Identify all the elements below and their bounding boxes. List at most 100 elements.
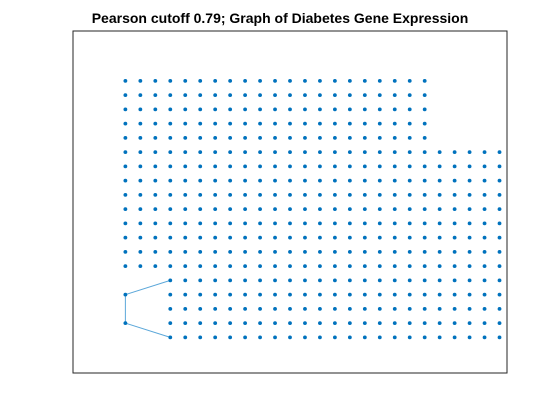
graph-node — [482, 335, 487, 340]
graph-node — [213, 121, 218, 126]
graph-node — [422, 278, 427, 283]
graph-node — [138, 150, 143, 155]
graph-node — [437, 150, 442, 155]
graph-node — [273, 249, 277, 254]
graph-node — [123, 121, 128, 126]
graph-node — [362, 264, 367, 269]
graph-node — [407, 192, 412, 197]
graph-node — [347, 249, 352, 254]
graph-node — [213, 178, 218, 183]
graph-node — [168, 278, 173, 283]
graph-node — [168, 192, 173, 197]
graph-node — [243, 135, 248, 140]
graph-node — [452, 306, 457, 311]
graph-node — [153, 121, 158, 126]
graph-node — [422, 192, 427, 197]
graph-node — [258, 335, 262, 340]
graph-node — [422, 164, 427, 169]
graph-node — [377, 192, 382, 197]
graph-node — [437, 207, 442, 212]
graph-node — [377, 249, 382, 254]
graph-node — [288, 207, 292, 212]
graph-node — [347, 121, 352, 126]
graph-node — [318, 107, 322, 112]
graph-node — [228, 221, 233, 226]
graph-node — [168, 321, 173, 326]
graph-node — [377, 121, 382, 126]
graph-node — [407, 235, 412, 240]
graph-node — [362, 306, 367, 311]
graph-node — [138, 107, 143, 112]
graph-node — [452, 221, 457, 226]
graph-node — [258, 93, 262, 98]
graph-node — [362, 121, 367, 126]
graph-node — [213, 278, 218, 283]
graph-node — [362, 278, 367, 283]
graph-node — [347, 135, 352, 140]
chart-title: Pearson cutoff 0.79; Graph of Diabetes G… — [91, 10, 469, 26]
graph-node — [377, 107, 382, 112]
graph-node — [362, 78, 367, 83]
graph-node — [123, 178, 128, 183]
graph-node — [228, 121, 233, 126]
graph-node — [153, 78, 158, 83]
graph-node — [138, 135, 143, 140]
graph-node — [392, 207, 397, 212]
graph-node — [362, 107, 367, 112]
graph-node — [288, 249, 292, 254]
graph-node — [392, 335, 397, 340]
graph-node — [347, 192, 352, 197]
graph-node — [138, 264, 143, 269]
graph-node — [198, 207, 203, 212]
graph-node — [228, 78, 233, 83]
graph-node — [213, 321, 218, 326]
graph-node — [303, 107, 307, 112]
graph-node — [243, 292, 248, 297]
graph-node — [168, 264, 173, 269]
graph-node — [332, 292, 337, 297]
graph-node — [258, 164, 262, 169]
graph-node — [303, 249, 307, 254]
graph-node — [243, 107, 248, 112]
graph-node — [377, 150, 382, 155]
graph-node — [362, 249, 367, 254]
graph-node — [392, 235, 397, 240]
graph-node — [168, 164, 173, 169]
graph-node — [213, 292, 218, 297]
graph-node — [258, 192, 262, 197]
graph-node — [377, 164, 382, 169]
graph-node — [452, 321, 457, 326]
graph-node — [332, 306, 337, 311]
graph-node — [228, 264, 233, 269]
graph-node — [198, 235, 203, 240]
graph-node — [332, 249, 337, 254]
graph-node — [243, 235, 248, 240]
graph-node — [198, 321, 203, 326]
graph-node — [243, 221, 248, 226]
graph-node — [138, 221, 143, 226]
graph-node — [407, 78, 412, 83]
graph-node — [153, 135, 158, 140]
graph-node — [138, 235, 143, 240]
graph-node — [437, 249, 442, 254]
graph-node — [362, 235, 367, 240]
graph-node — [332, 78, 337, 83]
graph-node — [422, 321, 427, 326]
graph-node — [243, 121, 248, 126]
graph-node — [273, 178, 277, 183]
graph-node — [198, 292, 203, 297]
graph-node — [347, 306, 352, 311]
graph-node — [168, 178, 173, 183]
graph-node — [243, 150, 248, 155]
graph-node — [422, 235, 427, 240]
graph-node — [318, 335, 322, 340]
graph-node — [422, 292, 427, 297]
graph-node — [497, 264, 502, 269]
graph-node — [407, 221, 412, 226]
graph-node — [497, 150, 502, 155]
graph-node — [452, 264, 457, 269]
graph-node — [213, 164, 218, 169]
graph-node — [347, 207, 352, 212]
graph-node — [437, 292, 442, 297]
